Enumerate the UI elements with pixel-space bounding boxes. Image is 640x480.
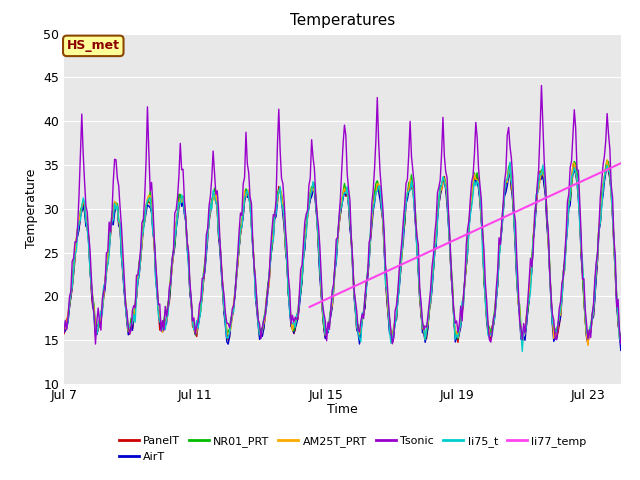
X-axis label: Time: Time [327, 403, 358, 416]
Y-axis label: Temperature: Temperature [24, 169, 38, 249]
Legend: PanelT, AirT, NR01_PRT, AM25T_PRT, Tsonic, li75_t, li77_temp: PanelT, AirT, NR01_PRT, AM25T_PRT, Tsoni… [114, 432, 591, 466]
Text: HS_met: HS_met [67, 39, 120, 52]
Title: Temperatures: Temperatures [290, 13, 395, 28]
